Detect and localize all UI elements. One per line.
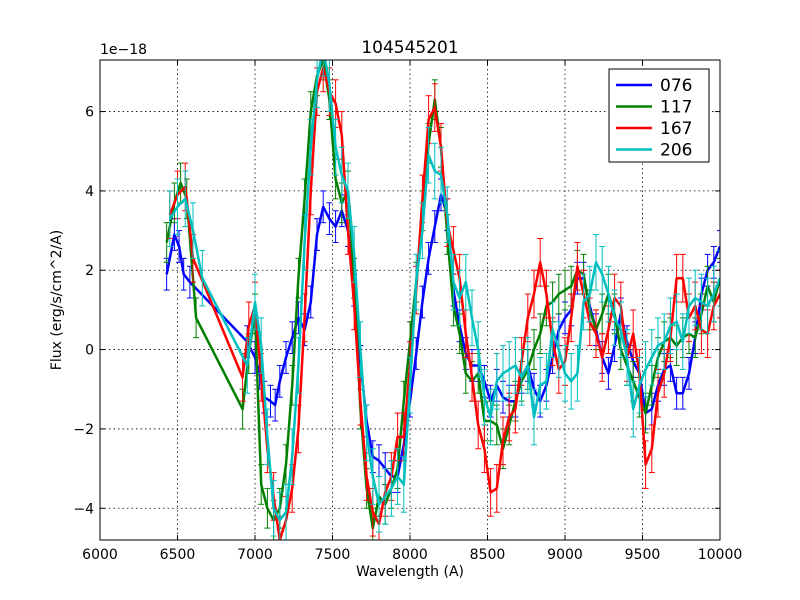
legend-label: 206: [660, 141, 692, 161]
x-axis-label: Wavelength (A): [356, 564, 464, 580]
y-axis-label: Flux (erg/s/cm^2/A): [49, 230, 65, 370]
axis-ticks: 6000 6500 7000 7500 8000 8500 9000 9500 10000 −4 −…: [73, 60, 742, 563]
x-tick-label: 9500: [625, 547, 661, 563]
series-line-167: [168, 66, 720, 540]
y-offset-label: 1e−18: [100, 42, 147, 58]
y-tick-label: 2: [85, 263, 94, 279]
y-tick-label: −2: [73, 422, 94, 438]
y-tick-label: 4: [85, 184, 94, 200]
series-line-206: [168, 60, 720, 522]
legend-label: 117: [660, 98, 692, 118]
legend-entry-076: 076: [616, 76, 692, 96]
series-206: [166, 60, 720, 540]
series-line-117: [165, 60, 720, 530]
x-tick-label: 10000: [698, 547, 743, 563]
x-tick-label: 7500: [315, 547, 351, 563]
y-tick-label: −4: [73, 501, 94, 517]
legend-entry-206: 206: [616, 141, 692, 161]
x-tick-label: 9000: [547, 547, 583, 563]
legend-box: [608, 68, 710, 163]
legend-entry-167: 167: [616, 119, 692, 139]
y-tick-label: 6: [85, 105, 94, 121]
x-tick-label: 8500: [470, 547, 506, 563]
legend-label: 167: [660, 119, 692, 139]
legend-label: 076: [660, 76, 692, 96]
series-layer: [163, 60, 720, 540]
x-tick-label: 6000: [82, 547, 118, 563]
y-tick-label: 0: [85, 343, 94, 359]
x-tick-label: 6500: [160, 547, 196, 563]
chart-title: 104545201: [361, 38, 458, 58]
x-tick-label: 8000: [392, 547, 428, 563]
legend-entry-117: 117: [616, 98, 692, 118]
x-tick-label: 7000: [237, 547, 273, 563]
